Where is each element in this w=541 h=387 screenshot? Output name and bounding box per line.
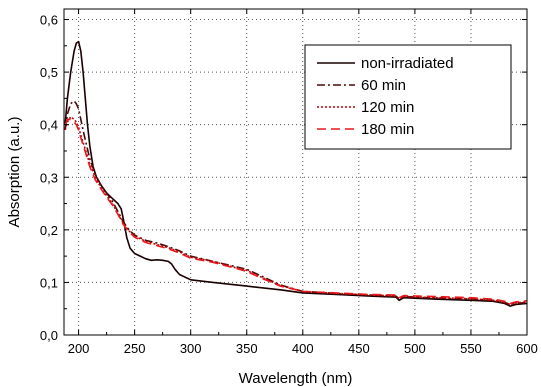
y-tick-label: 0,5: [40, 65, 58, 80]
axis-tick-labels: 200 250 300 350 400 450 500 550 600 0,0 0,1 0,2 0,3 0…: [40, 13, 538, 356]
series-line-0: [64, 40, 527, 307]
legend-label-0: non-irradiated: [361, 55, 454, 72]
x-tick-label: 400: [292, 341, 314, 356]
y-tick-label: 0,0: [40, 328, 58, 343]
y-tick-label: 0,4: [40, 118, 58, 133]
legend: non-irradiated 60 min 120 min 180 min: [304, 44, 512, 150]
x-axis-title: Wavelength (nm): [239, 370, 353, 387]
y-tick-label: 0,1: [40, 275, 58, 290]
series-layer: [64, 40, 527, 307]
x-tick-label: 300: [180, 341, 202, 356]
axis-ticks: [64, 9, 528, 336]
legend-label-2: 120 min: [361, 99, 414, 116]
series-line-3: [64, 118, 527, 305]
y-tick-label: 0,6: [40, 13, 58, 28]
x-tick-label: 600: [516, 341, 538, 356]
x-tick-label: 350: [236, 341, 258, 356]
legend-label-1: 60 min: [361, 77, 406, 94]
y-tick-label: 0,2: [40, 223, 58, 238]
y-axis-title: Absorption (a.u.): [6, 117, 23, 228]
x-tick-label: 500: [404, 341, 426, 356]
x-tick-label: 550: [460, 341, 482, 356]
legend-label-3: 180 min: [361, 121, 414, 138]
series-line-2: [64, 116, 527, 306]
plot-frame: [63, 8, 528, 336]
x-tick-label: 250: [124, 341, 146, 356]
x-tick-label: 200: [68, 341, 90, 356]
series-line-1: [64, 100, 527, 306]
x-tick-label: 450: [348, 341, 370, 356]
y-tick-label: 0,3: [40, 170, 58, 185]
